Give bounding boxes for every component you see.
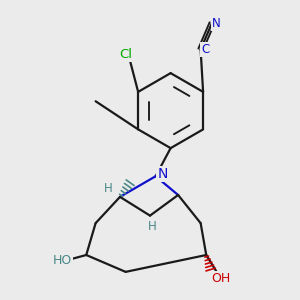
Text: N: N — [157, 167, 168, 182]
Text: H: H — [103, 182, 112, 195]
Text: OH: OH — [212, 272, 231, 285]
Text: HO: HO — [52, 254, 71, 267]
Text: C: C — [201, 43, 209, 56]
Text: N: N — [212, 17, 221, 30]
Text: H: H — [148, 220, 156, 232]
Text: Cl: Cl — [119, 48, 132, 61]
